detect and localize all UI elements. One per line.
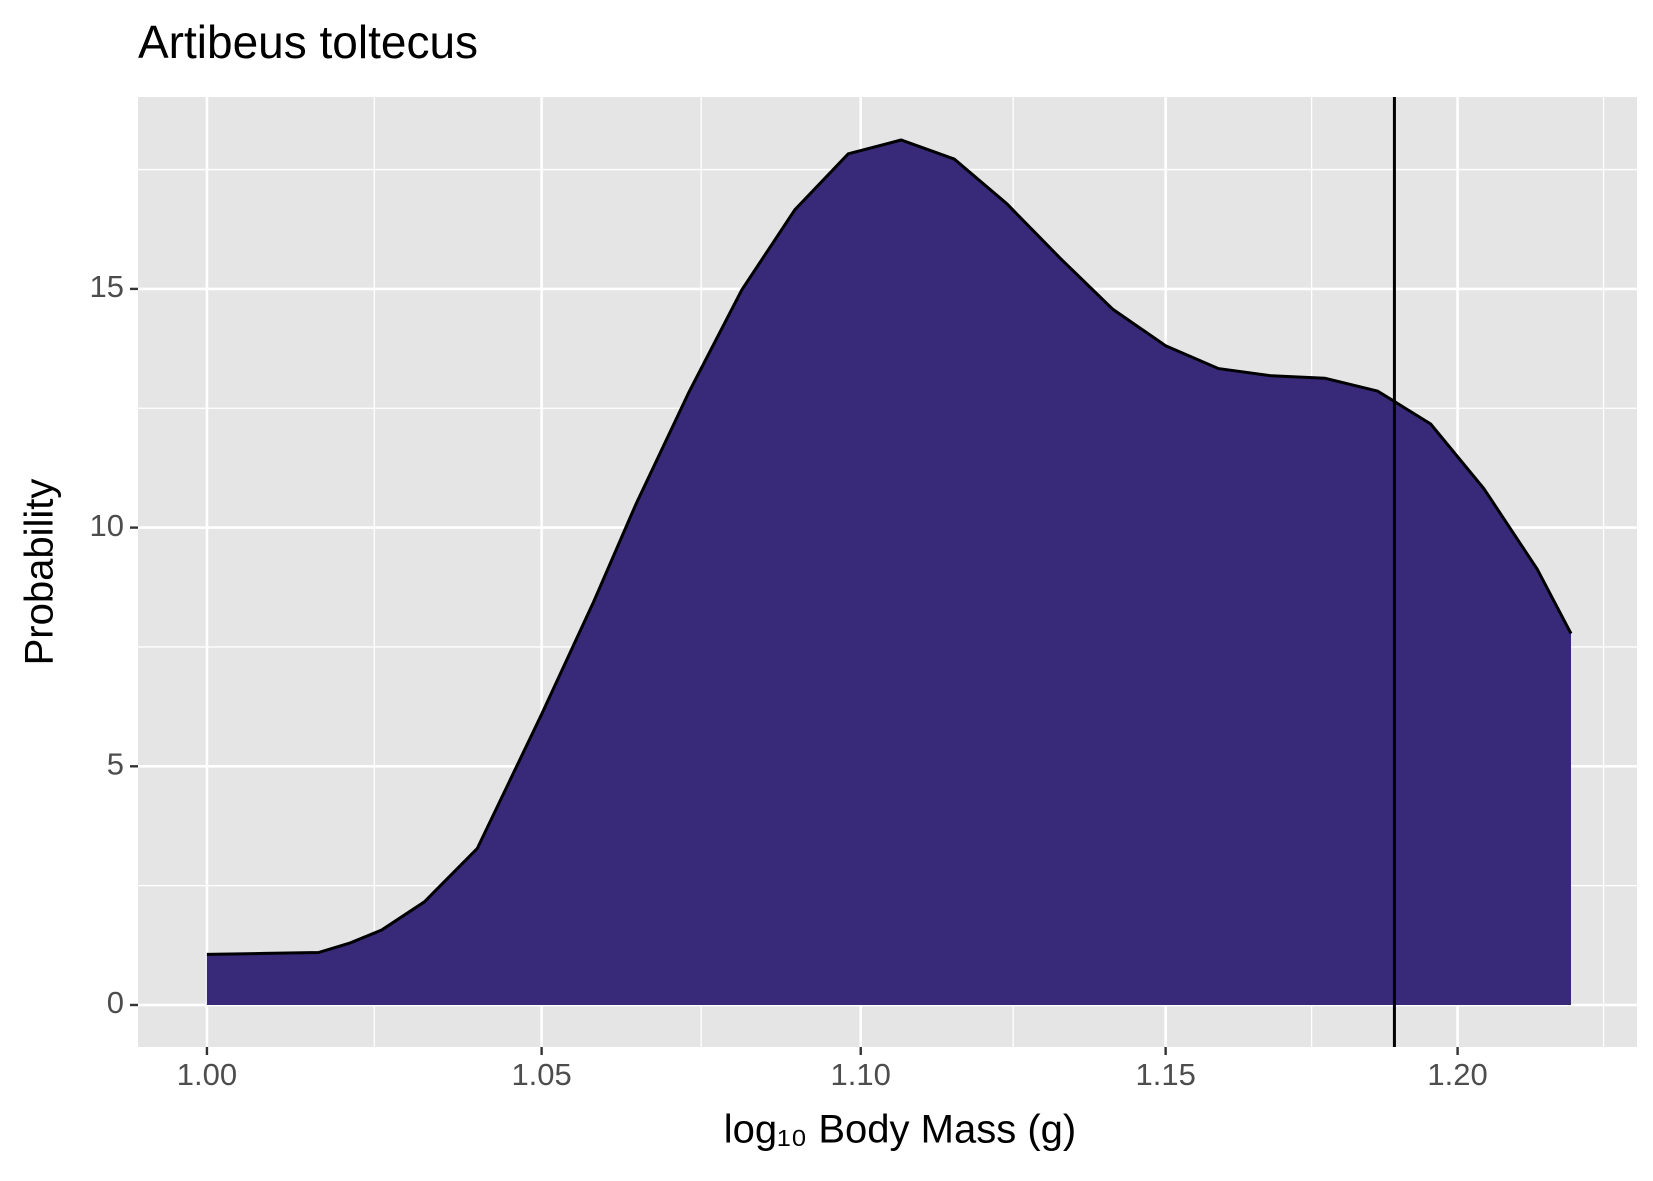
x-axis-label: log₁₀ Body Mass (g) — [724, 1108, 1076, 1152]
chart-title: Artibeus toltecus — [138, 16, 478, 68]
x-tick-label: 1.15 — [1135, 1057, 1195, 1092]
density-area — [206, 140, 1571, 1005]
x-tick-label: 1.20 — [1427, 1057, 1487, 1092]
y-tick-label: 0 — [107, 985, 124, 1020]
y-tick-label: 10 — [90, 508, 124, 543]
density-line — [206, 138, 1573, 956]
y-axis-label: Probability — [18, 479, 62, 666]
y-tick-label: 5 — [107, 746, 124, 781]
x-tick-label: 1.05 — [511, 1057, 571, 1092]
x-tick-label: 1.10 — [831, 1057, 891, 1092]
y-tick-label: 15 — [90, 269, 124, 304]
x-tick-label: 1.00 — [177, 1057, 237, 1092]
